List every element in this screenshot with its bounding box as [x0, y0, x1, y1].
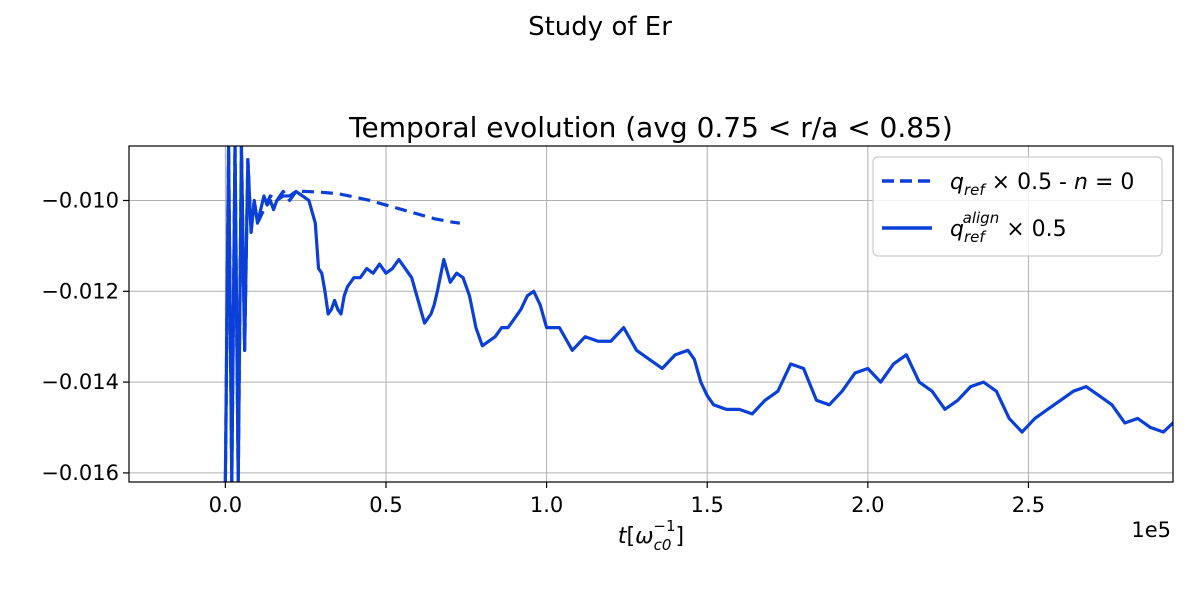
y-tick-label: −0.010 [41, 188, 119, 212]
x-tick-label: 2.0 [851, 493, 884, 517]
x-axis-label: t[ωc0−1] [618, 517, 684, 554]
chart-title: Temporal evolution (avg 0.75 < r/a < 0.8… [348, 111, 953, 144]
figure-suptitle: Study of Er [528, 12, 672, 42]
x-offset-label: 1e5 [1131, 518, 1171, 542]
y-tick-label: −0.014 [41, 370, 119, 394]
legend: qref × 0.5 - n = 0 qrefalign × 0.5 [872, 156, 1163, 257]
y-axis-ticks: −0.010 −0.012 −0.014 −0.016 [41, 188, 129, 485]
x-tick-label: 1.5 [691, 493, 724, 517]
legend-box [872, 156, 1163, 257]
series-line-qref-align [223, 146, 1173, 482]
x-tick-label: 0.5 [369, 493, 402, 517]
x-tick-label: 1.0 [530, 493, 563, 517]
y-tick-label: −0.012 [41, 279, 119, 303]
x-tick-label: 0.0 [209, 493, 242, 517]
x-axis-ticks: 0.0 0.5 1.0 1.5 2.0 2.5 [209, 482, 1045, 517]
legend-entry-qref-align: qrefalign × 0.5 [950, 209, 1067, 246]
legend-entry-qref: qref × 0.5 - n = 0 [950, 170, 1134, 199]
series-layer [223, 146, 1173, 482]
plot-frame [128, 145, 1174, 483]
x-tick-label: 2.5 [1012, 493, 1045, 517]
y-tick-label: −0.016 [41, 461, 119, 485]
